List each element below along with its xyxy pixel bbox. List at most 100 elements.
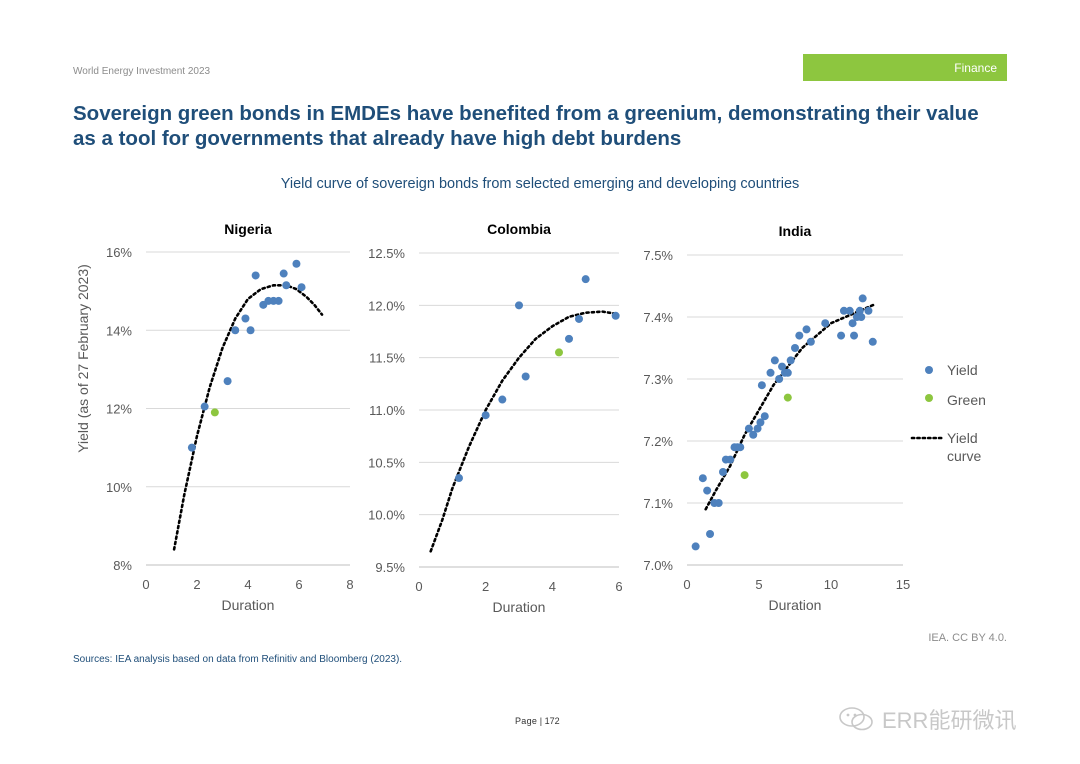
india-x-tick-label: 15 [896, 577, 910, 592]
sources-note: Sources: IEA analysis based on data from… [73, 654, 403, 665]
wechat-icon [839, 707, 873, 731]
india-yield-point [864, 306, 873, 315]
colombia-yield-point [455, 474, 463, 483]
nigeria-yield-point [223, 377, 232, 386]
colombia-x-tick-label: 4 [549, 579, 556, 594]
page-title: Sovereign green bonds in EMDEs have bene… [73, 102, 979, 150]
india-green-point [783, 393, 792, 402]
colombia-y-tick-label: 11.0% [369, 403, 405, 418]
nigeria-yield-point [279, 269, 288, 278]
nigeria-x-tick-label: 0 [142, 577, 149, 592]
india-yield-point [703, 486, 712, 495]
india-yield-point [855, 306, 864, 315]
colombia-y-tick-label: 12.5% [368, 246, 405, 261]
nigeria-x-tick-label: 4 [244, 577, 251, 592]
nigeria-yield-point [292, 259, 301, 268]
colombia-yield-point [481, 411, 490, 420]
report-name: World Energy Investment 2023 [73, 66, 211, 77]
watermark-text: ERR能研微讯 [882, 708, 1017, 733]
nigeria-chart-title: Nigeria [224, 221, 272, 237]
india-y-tick-label: 7.2% [643, 434, 673, 449]
nigeria-y-tick-label: 12% [106, 402, 132, 417]
india-yield-point [775, 375, 784, 383]
india-yield-point [845, 306, 854, 315]
watermark: ERR能研微讯 [838, 703, 1016, 735]
nigeria-yield-point [241, 314, 250, 323]
india-yield-point [714, 499, 723, 507]
india-yield-point [749, 430, 758, 439]
colombia-y-tick-label: 12.0% [368, 298, 405, 313]
nigeria-yield-point [246, 326, 255, 335]
colombia-green-point [555, 348, 563, 357]
india-x-tick-label: 0 [683, 577, 690, 592]
india-y-tick-label: 7.0% [643, 558, 673, 573]
colombia-yield-point [575, 314, 583, 323]
nigeria-y-tick-label: 10% [106, 480, 132, 495]
nigeria-yield-point [251, 271, 260, 280]
india-yield-point [858, 294, 867, 303]
india-yield-point [848, 319, 857, 328]
india-yield-point [719, 468, 727, 476]
india-yield-point [806, 337, 815, 346]
nigeria-green-point [210, 408, 219, 417]
india-yield-curve [704, 303, 876, 511]
india-y-tick-label: 7.1% [643, 496, 673, 511]
india-y-tick-label: 7.3% [643, 372, 673, 387]
legend-yield-label: Yield [947, 362, 978, 378]
colombia-y-tick-label: 10.0% [368, 508, 405, 523]
nigeria-x-tick-label: 6 [295, 577, 302, 592]
nigeria-x-axis-label: Duration [222, 597, 275, 613]
legend-yield-marker [925, 366, 933, 374]
page-number-value: | 172 [539, 716, 560, 726]
india-y-tick-label: 7.5% [643, 248, 673, 263]
nigeria-yield-point [297, 283, 306, 292]
india-yield-point [791, 344, 799, 352]
nigeria-y-axis-label: Yield (as of 27 February 2023) [75, 264, 91, 453]
colombia-chart-title: Colombia [487, 221, 551, 237]
india-x-tick-label: 5 [755, 577, 762, 592]
colombia-yield-point [565, 334, 573, 343]
india-yield-point [802, 325, 811, 334]
india-green-point [740, 471, 749, 480]
india-yield-point [736, 443, 745, 452]
india-yield-point [726, 455, 735, 464]
colombia-x-axis-label: Duration [493, 599, 546, 615]
nigeria-yield-point [187, 443, 196, 452]
colombia-yield-point [498, 395, 507, 404]
india-yield-point [839, 306, 848, 315]
india-yield-point [756, 418, 765, 427]
legend-green-label: Green [947, 392, 986, 408]
colombia-yield-point [611, 311, 620, 320]
colombia-x-tick-label: 2 [482, 579, 489, 594]
india-yield-point [786, 356, 795, 365]
india-x-tick-label: 10 [824, 577, 838, 592]
section-tag: Finance [803, 54, 1007, 81]
nigeria-y-tick-label: 16% [106, 245, 132, 260]
nigeria-y-tick-label: 8% [113, 558, 132, 573]
india-yield-point [778, 362, 787, 371]
india-yield-point [760, 412, 769, 421]
colombia-x-tick-label: 6 [615, 579, 622, 594]
colombia-y-tick-label: 9.5% [375, 560, 405, 575]
india-yield-point [795, 331, 804, 340]
figure-title: Yield curve of sovereign bonds from sele… [280, 176, 800, 192]
india-yield-point [821, 319, 830, 328]
india-yield-point [868, 337, 877, 346]
india-yield-point [837, 331, 846, 340]
colombia-yield-point [581, 275, 590, 284]
india-yield-point [757, 381, 766, 390]
nigeria-yield-point [274, 296, 283, 305]
india-yield-point [698, 474, 707, 483]
india-yield-point [766, 368, 775, 377]
colombia-yield-point [521, 372, 530, 381]
nigeria-yield-point [231, 326, 240, 335]
colombia-y-tick-label: 10.5% [368, 455, 405, 470]
license-credit: IEA. CC BY 4.0. [928, 632, 1007, 644]
nigeria-y-tick-label: 14% [106, 323, 132, 338]
colombia-yield-curve [429, 310, 618, 553]
nigeria-x-tick-label: 8 [346, 577, 353, 592]
india-yield-point [783, 368, 792, 377]
india-yield-point [706, 530, 715, 538]
colombia-yield-point [515, 301, 523, 310]
india-chart-title: India [779, 223, 812, 239]
